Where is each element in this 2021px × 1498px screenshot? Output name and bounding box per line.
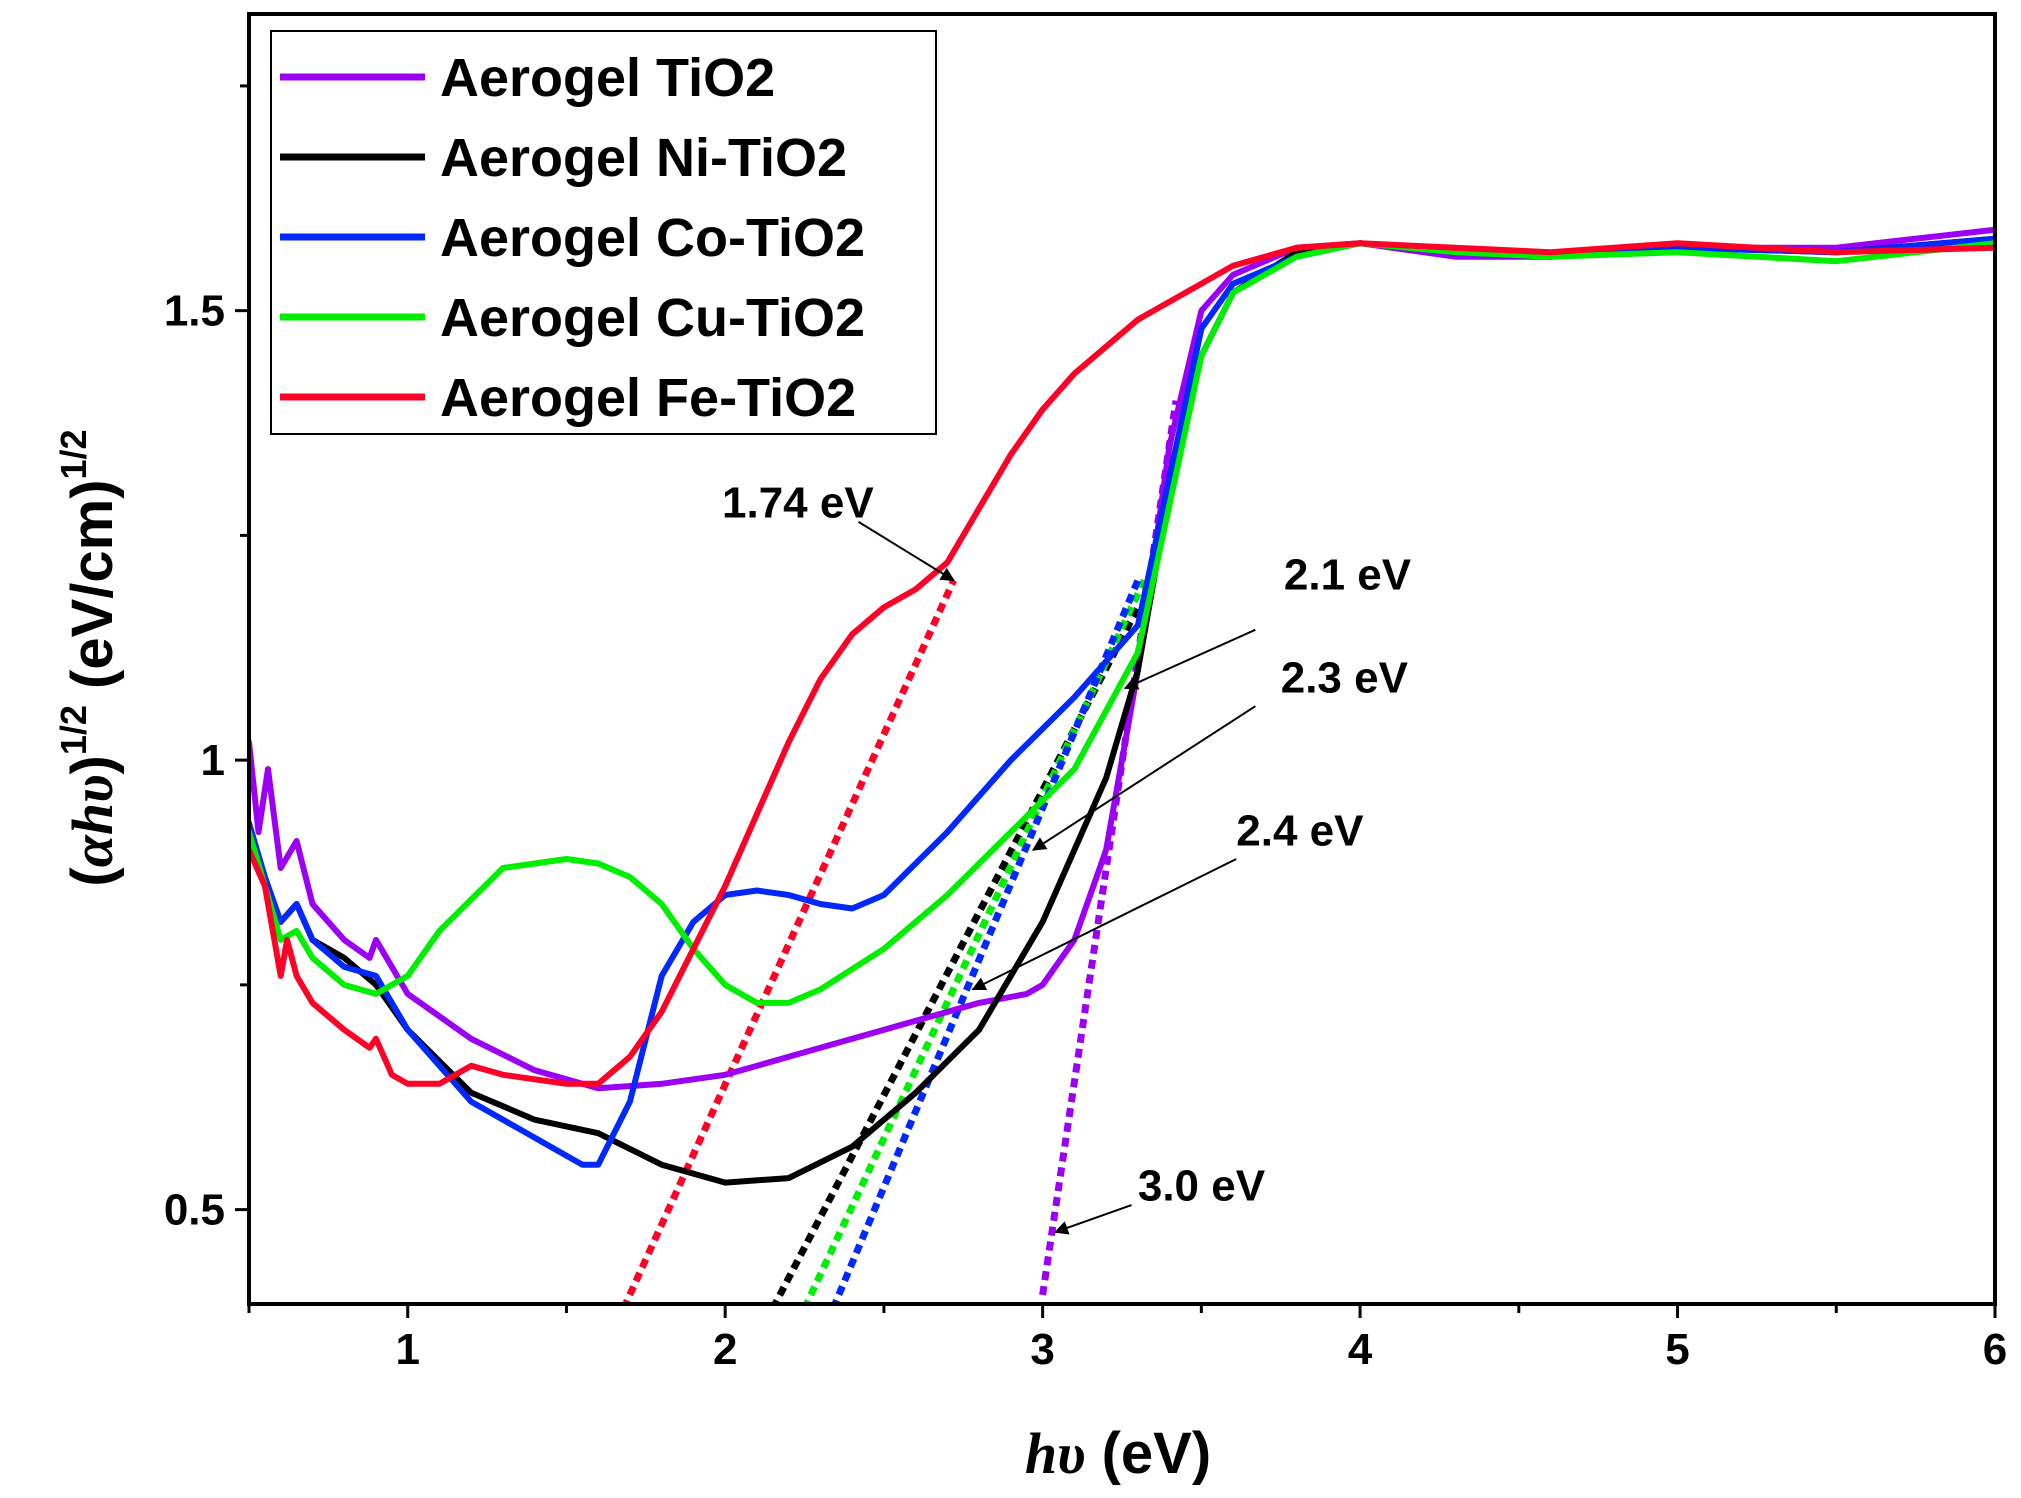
fit-line bbox=[802, 578, 1148, 1304]
y-axis-label: (αhυ)1/2 (eV/cm)1/2 bbox=[53, 429, 125, 886]
annotation-arrow bbox=[857, 521, 955, 582]
legend-label-aerogel-cu-tio2: Aerogel Cu-TiO2 bbox=[440, 288, 865, 348]
x-axis-label-unit: (eV) bbox=[1085, 1421, 1211, 1486]
x-axis-label: hυ (eV) bbox=[1025, 1421, 1211, 1486]
annotation-arrow bbox=[1054, 1204, 1132, 1235]
fit-line bbox=[831, 578, 1142, 1304]
annotation-label: 2.1 eV bbox=[1284, 550, 1412, 599]
series-line-aerogel-fe-tio2 bbox=[249, 240, 1995, 1087]
x-axis: 1 2 3 4 5 6 bbox=[247, 1304, 2007, 1374]
x-tick-label: 2 bbox=[713, 1325, 737, 1374]
x-tick-label: 1 bbox=[395, 1325, 419, 1374]
annotation-label: 1.74 eV bbox=[722, 478, 874, 527]
y-axis-label-close: ) bbox=[60, 755, 125, 774]
legend-label-aerogel-co-tio2: Aerogel Co-TiO2 bbox=[440, 208, 865, 268]
annotation-arrow bbox=[971, 858, 1237, 991]
fit-line bbox=[771, 605, 1142, 1304]
legend-label-aerogel-tio2: Aerogel TiO2 bbox=[440, 48, 775, 108]
x-tick-label: 6 bbox=[1983, 1325, 2007, 1374]
legend-label-aerogel-fe-tio2: Aerogel Fe-TiO2 bbox=[440, 368, 856, 428]
y-axis-label-unit: (eV/cm) bbox=[60, 479, 125, 705]
x-tick-label: 3 bbox=[1030, 1325, 1054, 1374]
y-axis-label-open: ( bbox=[60, 867, 125, 887]
annotations: 1.74 eV 2.1 eV 2.3 eV 2.4 eV 3.0 eV bbox=[722, 478, 1412, 1235]
y-tick-label: 1 bbox=[201, 736, 225, 785]
annotation-label: 3.0 eV bbox=[1138, 1162, 1266, 1211]
plot-frame bbox=[247, 12, 1997, 1306]
tangent-fit-lines bbox=[621, 400, 1180, 1304]
y-axis: 0.5 1 1.5 bbox=[164, 84, 249, 1235]
annotation-label: 2.4 eV bbox=[1236, 807, 1364, 856]
fit-line bbox=[621, 578, 957, 1304]
x-axis-label-symbol: hυ bbox=[1025, 1421, 1086, 1486]
y-tick-label: 0.5 bbox=[164, 1186, 225, 1235]
y-tick-label: 1.5 bbox=[164, 287, 225, 336]
annotation-arrow bbox=[1123, 628, 1256, 690]
annotation-arrow bbox=[1031, 705, 1256, 851]
annotation-label: 2.3 eV bbox=[1281, 654, 1409, 703]
legend-label-aerogel-ni-tio2: Aerogel Ni-TiO2 bbox=[440, 128, 847, 188]
legend: Aerogel TiO2 Aerogel Ni-TiO2 Aerogel Co-Ti… bbox=[270, 30, 937, 435]
data-series bbox=[249, 226, 1995, 1186]
y-axis-label-unit-sup: 1/2 bbox=[53, 429, 94, 479]
y-axis-label-symbol: αhυ bbox=[60, 774, 125, 867]
legend-box bbox=[270, 30, 937, 435]
x-tick-label: 5 bbox=[1665, 1325, 1689, 1374]
x-tick-label: 4 bbox=[1348, 1325, 1373, 1374]
y-axis-label-sup: 1/2 bbox=[53, 705, 94, 755]
